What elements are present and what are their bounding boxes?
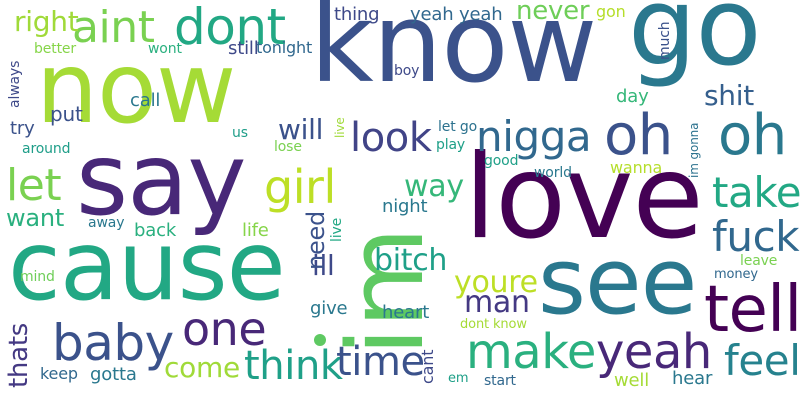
word-feel: feel — [724, 336, 800, 385]
word-us: us — [232, 125, 248, 141]
word-keep: keep — [40, 364, 78, 383]
word-oh-2: oh — [718, 103, 787, 168]
word-cant: cant — [418, 349, 437, 384]
word-good: good — [484, 153, 519, 169]
word-bitch: bitch — [374, 243, 448, 278]
word-live-2: live — [329, 217, 345, 242]
word-gon: gon — [596, 2, 626, 21]
word-start: start — [484, 373, 516, 389]
word-let-go: let go — [438, 119, 478, 135]
word-call: call — [130, 90, 161, 111]
word-see: see — [538, 228, 697, 335]
word-much: much — [657, 21, 673, 60]
word-life: life — [242, 220, 269, 241]
word-tell: tell — [704, 273, 800, 347]
word-thats: thats — [4, 322, 34, 388]
im-dot — [314, 334, 326, 346]
word-right: right — [14, 5, 79, 38]
word-nigga: nigga — [476, 112, 592, 161]
word-try: try — [10, 118, 35, 139]
word-wont: wont — [148, 41, 182, 57]
word-want: want — [6, 204, 64, 232]
word-gotta: gotta — [90, 364, 137, 385]
word-baby: baby — [52, 314, 174, 372]
word-better: better — [34, 41, 77, 57]
word-live-1: live — [333, 117, 347, 138]
word-aint: aint — [72, 2, 155, 53]
word-boy: boy — [394, 63, 420, 79]
word-wanna: wanna — [610, 158, 663, 177]
word-around: around — [22, 141, 71, 157]
word-yeah: yeah — [596, 324, 712, 380]
word-yeah-yeah: yeah yeah — [410, 4, 503, 25]
word-go: go — [628, 0, 762, 90]
word-tonight: tonight — [256, 38, 313, 57]
word-say: say — [76, 121, 247, 238]
word-play: play — [436, 137, 466, 153]
word-way: way — [404, 169, 464, 204]
word-em: em — [448, 371, 469, 386]
word-oh: oh — [604, 103, 673, 168]
word-look: look — [350, 115, 432, 161]
word-hear: hear — [672, 368, 713, 389]
word-dont-know: dont know — [460, 317, 527, 332]
word-come: need — [302, 210, 330, 270]
word-still: still — [228, 38, 259, 59]
word-never: never — [516, 0, 590, 26]
word-give: give — [310, 298, 348, 319]
word-night: night — [382, 196, 428, 217]
word-thing: thing — [334, 4, 380, 25]
word-make: make — [466, 324, 596, 380]
word-mind: mind — [20, 269, 55, 285]
word-money: money — [714, 267, 758, 282]
word-think: think — [244, 343, 343, 389]
word-dont: dont — [174, 0, 286, 56]
word-well: well — [614, 370, 650, 391]
word-take: take — [712, 168, 800, 217]
word-world: world — [534, 165, 572, 181]
word-lose: lose — [274, 139, 302, 155]
word-now: now — [36, 32, 236, 146]
word-will: will — [278, 113, 324, 146]
word-fuck: fuck — [712, 212, 800, 261]
word-leave: leave — [740, 253, 778, 269]
word-heart: heart — [382, 302, 430, 323]
word-youre: youre — [454, 265, 538, 300]
word-day: day — [616, 86, 649, 107]
word-ill: ill — [312, 249, 335, 282]
word-put: put — [50, 102, 83, 126]
word-know: know — [310, 0, 597, 107]
word-let: let — [6, 160, 62, 211]
word-shit: shit — [704, 79, 754, 112]
word-time: time — [336, 339, 425, 385]
word-im-gonna: im gonna — [687, 122, 701, 178]
word-man: man — [464, 285, 530, 320]
word-always: always — [7, 60, 23, 108]
word-girl: girl — [264, 160, 336, 214]
word-need: come — [164, 351, 240, 384]
word-cause: cause — [8, 210, 286, 322]
word-back: back — [134, 220, 177, 241]
word-love: love — [464, 130, 704, 265]
word-one: one — [182, 302, 267, 356]
word-away: away — [88, 215, 125, 231]
